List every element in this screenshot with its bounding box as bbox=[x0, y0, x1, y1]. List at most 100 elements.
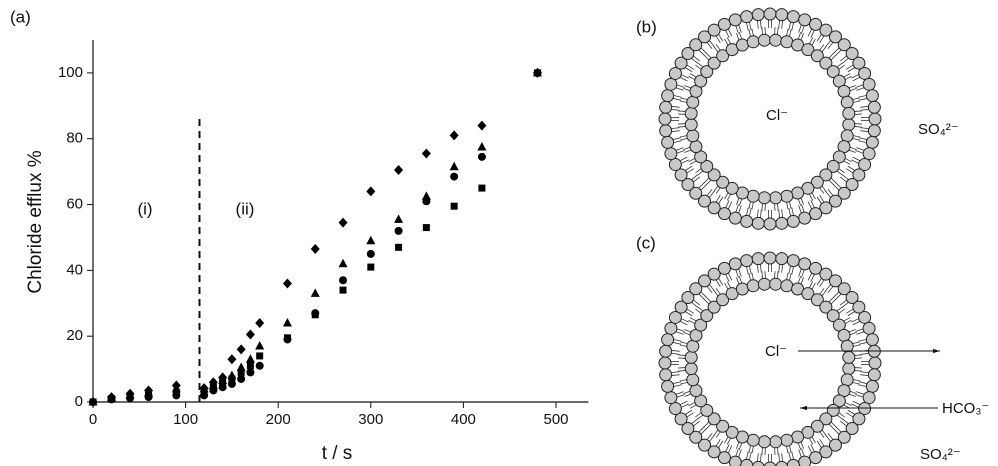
lipid-head bbox=[775, 8, 789, 22]
lipid-tail bbox=[835, 182, 842, 189]
lipid-tail bbox=[807, 201, 812, 210]
lipid-head bbox=[674, 412, 688, 426]
lipid-head bbox=[862, 391, 876, 405]
lipid-head bbox=[659, 368, 673, 382]
lipid-tail bbox=[856, 391, 865, 395]
lipid-tail bbox=[841, 418, 849, 424]
lipid-head bbox=[810, 175, 824, 189]
lipid-tail bbox=[858, 339, 867, 342]
point bbox=[246, 368, 255, 377]
lipid-tail bbox=[801, 204, 805, 213]
lipid-head bbox=[717, 17, 731, 31]
lipid-head bbox=[819, 201, 833, 215]
point bbox=[282, 278, 292, 289]
lipid-tail bbox=[695, 64, 702, 70]
lipid-tail bbox=[856, 87, 865, 91]
point bbox=[338, 258, 348, 268]
lipid-head bbox=[698, 30, 712, 44]
lipid-tail bbox=[798, 205, 802, 214]
lipid-head bbox=[728, 455, 742, 466]
lipid-head bbox=[867, 368, 881, 382]
lipid-tail bbox=[680, 341, 688, 344]
lipid-head bbox=[826, 309, 840, 323]
lipid-tail bbox=[830, 54, 837, 61]
lipid-tail bbox=[786, 272, 789, 280]
point bbox=[366, 249, 375, 258]
lipid-head bbox=[845, 291, 859, 305]
lipid-tail bbox=[681, 403, 689, 408]
point bbox=[236, 362, 246, 371]
lipid-tail bbox=[778, 264, 780, 273]
lipid-head bbox=[786, 458, 800, 466]
lipid-tail bbox=[819, 279, 825, 287]
lipid-head bbox=[769, 33, 783, 47]
lipid-head bbox=[845, 47, 859, 61]
lipid-tail bbox=[827, 188, 834, 196]
lipid-head bbox=[826, 403, 840, 417]
lipid-tail bbox=[855, 84, 864, 88]
lipid-head bbox=[707, 201, 721, 215]
lipid-tail bbox=[671, 371, 680, 373]
lipid-tail bbox=[828, 179, 835, 186]
lipid-tail bbox=[852, 341, 860, 344]
lipid-head bbox=[716, 175, 730, 189]
lipid-tail bbox=[749, 207, 752, 216]
panel-label: (a) bbox=[10, 7, 31, 26]
x-tick-label: 400 bbox=[451, 411, 476, 428]
lipid-head bbox=[865, 379, 879, 393]
lipid-head bbox=[689, 38, 703, 52]
lipid-tail bbox=[735, 448, 739, 457]
x-tick-label: 500 bbox=[543, 411, 568, 428]
lipid-tail bbox=[685, 165, 693, 171]
lipid-head bbox=[746, 279, 760, 293]
lipid-head bbox=[694, 318, 708, 332]
lipid-tail bbox=[706, 432, 713, 440]
lipid-head bbox=[684, 118, 698, 132]
lipid-head bbox=[810, 293, 824, 307]
lipid-head bbox=[686, 95, 700, 109]
point bbox=[200, 391, 209, 400]
lipid-tail bbox=[746, 207, 749, 216]
lipid-tail bbox=[685, 311, 693, 317]
lipid-head bbox=[791, 430, 805, 444]
lipid-head bbox=[698, 274, 712, 288]
lipid-tail bbox=[700, 47, 707, 54]
lipid-tail bbox=[781, 20, 783, 29]
lipid-tail bbox=[691, 418, 699, 424]
lipid-head bbox=[700, 65, 714, 79]
lipid-head bbox=[865, 333, 879, 347]
lipid-head bbox=[659, 344, 673, 358]
lipid-tail bbox=[860, 353, 869, 355]
point bbox=[449, 161, 459, 171]
point bbox=[450, 172, 459, 181]
lipid-tail bbox=[846, 412, 854, 418]
point bbox=[245, 354, 255, 363]
lipid-head bbox=[728, 211, 742, 225]
lipid-head bbox=[842, 106, 856, 120]
lipid-head bbox=[689, 186, 703, 200]
lipid-tail bbox=[858, 140, 867, 143]
lipid-tail bbox=[841, 302, 849, 308]
lipid-tail bbox=[788, 207, 791, 216]
point bbox=[199, 383, 209, 394]
lipid-head bbox=[689, 140, 703, 154]
lipid-tail bbox=[852, 97, 860, 100]
point bbox=[218, 372, 228, 383]
lipid-tail bbox=[851, 318, 859, 323]
lipid-tail bbox=[835, 293, 842, 300]
lipid-head bbox=[751, 216, 765, 230]
lipid-head bbox=[707, 168, 721, 182]
lipid-tail bbox=[715, 288, 721, 295]
lipid-head bbox=[837, 430, 851, 444]
lipid-tail bbox=[725, 444, 730, 452]
lipid-tail bbox=[791, 451, 794, 460]
lipid-head bbox=[809, 17, 823, 31]
lipid-tail bbox=[673, 381, 682, 384]
lipid-head bbox=[775, 460, 789, 466]
lipid-tail bbox=[676, 394, 685, 398]
lipid-head bbox=[845, 421, 859, 435]
lipid-tail bbox=[673, 98, 682, 101]
lipid-head bbox=[786, 254, 800, 268]
lipid-head bbox=[858, 66, 872, 80]
lipid-tail bbox=[860, 127, 869, 129]
